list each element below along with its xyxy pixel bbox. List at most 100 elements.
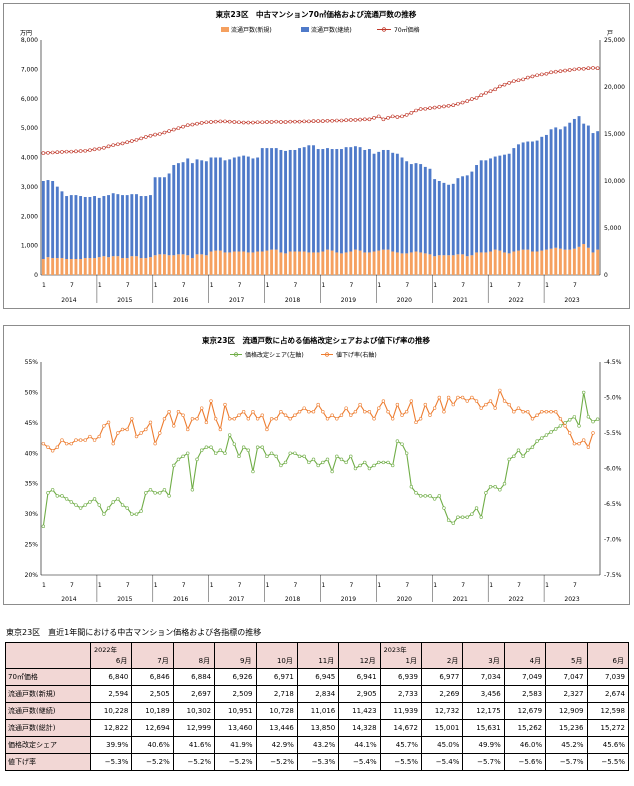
legend-label: 70㎡価格 <box>394 26 420 34</box>
bar-continuing <box>83 196 87 259</box>
month-tick-label: 7 <box>349 282 353 289</box>
bar-continuing <box>386 149 390 250</box>
month-tick-label: 7 <box>182 582 186 589</box>
price-point <box>195 121 199 126</box>
table-cell: 6,945 <box>296 668 340 686</box>
price-point <box>409 111 414 115</box>
revision-share-point <box>521 454 525 459</box>
table-cell: 7,034 <box>462 668 505 686</box>
bar-continuing <box>246 156 250 253</box>
bar-continuing <box>284 150 288 254</box>
revision-share-point <box>572 415 577 419</box>
revision-share-point <box>288 451 292 455</box>
discount-rate-point <box>167 409 171 414</box>
price-point <box>102 146 106 150</box>
table-cell: 14,672 <box>379 719 423 737</box>
discount-rate-point <box>274 417 278 421</box>
price-point <box>344 118 348 122</box>
price-point <box>74 149 78 154</box>
discount-rate-point <box>391 417 395 421</box>
bar-continuing <box>517 144 520 251</box>
bar-continuing <box>298 148 301 252</box>
discount-rate-point <box>493 406 497 410</box>
table-cell: 6,971 <box>255 668 298 686</box>
month-header-cell: 12月 <box>338 642 381 669</box>
revision-share-point <box>116 497 120 501</box>
bar-continuing <box>353 146 357 250</box>
bar-continuing <box>391 152 395 252</box>
discount-rate-point <box>246 417 250 421</box>
bar-continuing <box>270 148 274 250</box>
price-point <box>577 66 581 71</box>
revision-share-point <box>46 491 50 495</box>
table-cell: 10,951 <box>214 702 257 720</box>
year-tick-label: 2015 <box>117 596 132 603</box>
revision-share-point <box>470 512 474 516</box>
bar-continuing <box>51 181 55 259</box>
bar-new <box>526 249 530 275</box>
bar-continuing <box>447 184 451 256</box>
price-point <box>581 66 586 71</box>
bar-continuing <box>107 195 110 258</box>
bar-continuing <box>200 160 204 255</box>
revision-share-point <box>74 503 78 507</box>
month-header-cell: 2022年 6月 <box>89 642 133 669</box>
bar-new <box>414 251 418 275</box>
price-point <box>204 120 209 125</box>
month-label: 7月 <box>157 657 169 665</box>
discount-rate-point <box>404 409 409 414</box>
discount-rate-point <box>479 406 483 410</box>
revision-share-point <box>311 457 316 462</box>
bar-new <box>88 258 92 275</box>
discount-rate-point <box>92 438 97 442</box>
discount-rate-point <box>325 417 330 421</box>
bar-new <box>395 252 399 275</box>
discount-rate-point <box>41 441 46 446</box>
bar-continuing <box>479 160 483 253</box>
bar-new <box>246 252 250 275</box>
bar-continuing <box>97 197 101 258</box>
revision-share-point <box>377 460 381 465</box>
year-tick-label: 2016 <box>173 297 188 304</box>
discount-rate-point <box>535 413 539 417</box>
price-point <box>106 144 111 149</box>
bar-new <box>83 258 87 275</box>
month-tick-label: 7 <box>573 582 577 589</box>
year-tick-label: 2017 <box>229 297 244 304</box>
discount-rate-point <box>139 431 143 435</box>
bar-new <box>274 249 278 275</box>
revision-share-chart: 東京23区 流通戸数に占める価格改定シェアおよび値下げ率の推移価格改定シェア(左… <box>25 335 622 603</box>
table-cell: 42.9% <box>255 736 298 754</box>
revision-share-point <box>526 448 530 452</box>
left-tick-label: 50% <box>25 389 39 396</box>
revision-share-point <box>428 494 432 498</box>
month-label: 8月 <box>198 657 211 665</box>
month-header-cell: 5月 <box>545 642 588 669</box>
year-tick-label: 2018 <box>285 297 300 304</box>
discount-rate-point <box>283 413 288 417</box>
revision-share-point <box>227 433 232 437</box>
price-point <box>144 135 148 139</box>
table-cell: 12,999 <box>172 719 216 737</box>
bar-continuing <box>400 157 404 254</box>
bar-new <box>568 249 572 275</box>
revision-share-point <box>465 515 469 519</box>
price-point <box>502 82 507 87</box>
bar-continuing <box>228 159 232 253</box>
price-point <box>134 138 139 142</box>
price-point <box>437 105 442 109</box>
table-cell: 45.2% <box>545 736 588 754</box>
revision-share-point <box>181 454 185 459</box>
revision-share-point <box>78 506 83 510</box>
bar-new <box>204 255 208 275</box>
discount-rate-point <box>512 409 516 414</box>
table-cell: 45.0% <box>420 736 464 754</box>
bar-new <box>349 251 353 275</box>
bar-continuing <box>423 166 427 254</box>
bar-continuing <box>591 133 595 253</box>
bar-new <box>228 252 232 275</box>
bar-new <box>190 258 194 275</box>
bar-continuing <box>139 196 143 259</box>
table-row: 流通戸数(継続) 10,228 10,189 10,302 10,951 10,728 11… <box>5 702 629 720</box>
table-cell: 10,728 <box>255 702 298 720</box>
